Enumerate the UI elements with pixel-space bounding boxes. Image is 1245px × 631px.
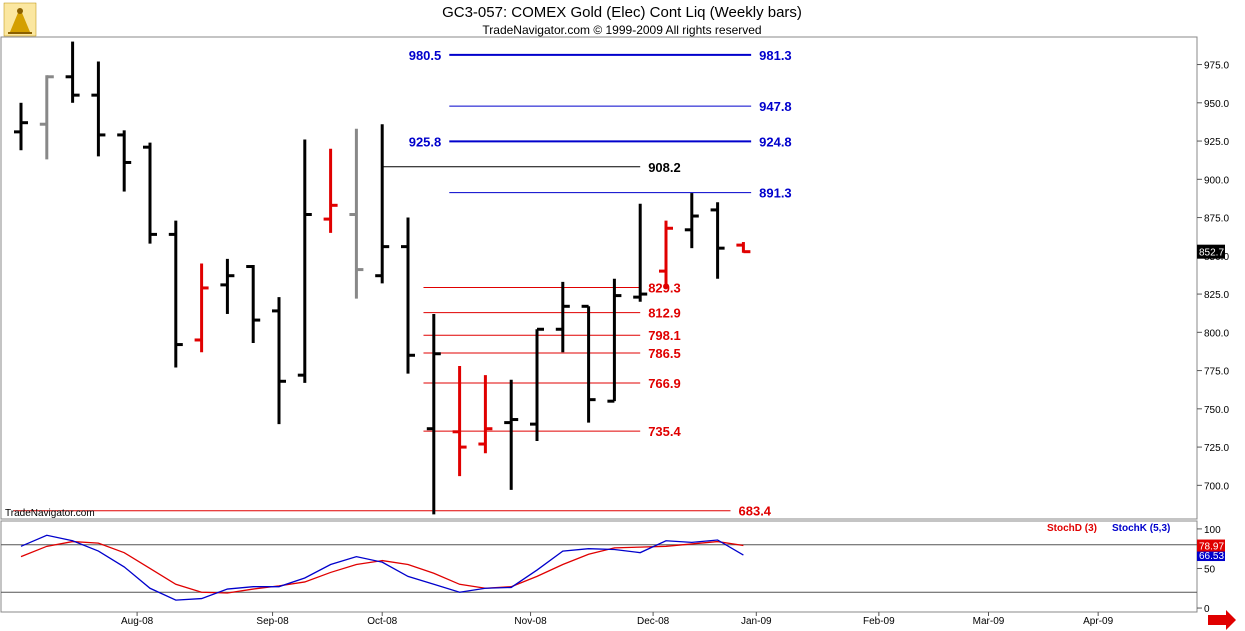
trade-navigator-logo-icon[interactable]	[3, 2, 37, 37]
price-tick-label: 775.0	[1204, 367, 1229, 378]
ohlc-bar	[39, 75, 54, 160]
stoch-series-line	[20, 540, 744, 594]
ohlc-bar	[555, 281, 570, 353]
level-label: 924.8	[759, 134, 792, 149]
stoch-tick-label: 100	[1204, 525, 1221, 536]
ohlc-bar	[633, 203, 648, 302]
price-tick-label: 700.0	[1204, 481, 1229, 492]
watermark: TradeNavigator.com	[5, 508, 95, 519]
x-tick-label: Oct-08	[367, 616, 397, 627]
stochd-last-box	[1197, 539, 1225, 552]
ohlc-bar	[736, 242, 751, 254]
price-tick-label: 950.0	[1204, 99, 1229, 110]
level-label: 947.8	[759, 99, 792, 114]
x-tick-label: Mar-09	[973, 616, 1005, 627]
x-tick-label: Feb-09	[863, 616, 895, 627]
stochk-last-label: 66.53	[1199, 551, 1224, 562]
level-label: 786.5	[648, 346, 681, 361]
stoch-series-line	[20, 534, 744, 601]
ohlc-bar	[478, 375, 493, 454]
ohlc-bar	[14, 102, 28, 151]
ohlc-bar	[607, 278, 622, 403]
legend-stochk: StochK (5,3)	[1112, 523, 1170, 534]
ohlc-bar	[530, 327, 544, 441]
ohlc-bar	[710, 202, 725, 279]
x-tick-label: Nov-08	[514, 616, 547, 627]
level-label: 829.3	[648, 280, 681, 295]
ohlc-bar	[375, 124, 390, 284]
level-label: 812.9	[648, 306, 681, 321]
level-label: 891.3	[759, 186, 792, 201]
price-tick-label: 900.0	[1204, 175, 1229, 186]
x-tick-label: Apr-09	[1083, 616, 1113, 627]
ohlc-bar	[297, 139, 312, 383]
ohlc-bar	[684, 193, 699, 249]
level-label: 735.4	[648, 424, 681, 439]
level-label: 798.1	[648, 328, 681, 343]
level-left-label: 925.8	[409, 134, 442, 149]
x-tick-label: Sep-08	[256, 616, 289, 627]
ohlc-bar	[504, 379, 519, 490]
ohlc-bar	[194, 263, 209, 353]
level-label: 766.9	[648, 376, 681, 391]
level-label: 683.4	[739, 504, 772, 519]
ohlc-bar	[168, 220, 183, 368]
ohlc-bar	[272, 297, 286, 425]
x-tick-label: Aug-08	[121, 616, 154, 627]
ohlc-bar	[117, 130, 132, 192]
level-label: 908.2	[648, 160, 681, 175]
level-left-label: 980.5	[409, 48, 442, 63]
ohlc-bar	[659, 220, 673, 288]
last-price-label: 852.7	[1199, 248, 1224, 259]
chart-title: GC3-057: COMEX Gold (Elec) Cont Liq (Wee…	[442, 4, 802, 21]
ohlc-bar	[349, 128, 364, 299]
stoch-tick-label: 0	[1204, 604, 1210, 615]
price-tick-label: 975.0	[1204, 61, 1229, 72]
ohlc-bar	[452, 365, 467, 477]
price-tick-label: 825.0	[1204, 290, 1229, 301]
scroll-right-arrow-icon[interactable]	[1208, 610, 1236, 630]
level-label: 981.3	[759, 48, 792, 63]
stochastic-panel	[0, 520, 1198, 613]
price-tick-label: 750.0	[1204, 405, 1229, 416]
ohlc-bar	[143, 142, 157, 244]
ohlc-bar	[246, 264, 261, 344]
price-tick-label: 925.0	[1204, 137, 1229, 148]
x-tick-label: Jan-09	[741, 616, 772, 627]
ohlc-bar	[65, 41, 80, 103]
last-price-box	[1197, 244, 1225, 259]
ohlc-bar	[401, 217, 415, 374]
ohlc-bar	[426, 313, 441, 515]
stoch-tick-label: 50	[1204, 564, 1216, 575]
ohlc-bar	[91, 61, 106, 157]
ohlc-bar	[220, 258, 235, 314]
price-panel	[0, 36, 1198, 520]
price-tick-label: 725.0	[1204, 443, 1229, 454]
x-tick-label: Dec-08	[637, 616, 670, 627]
legend-stochd: StochD (3)	[1047, 523, 1097, 534]
price-tick-label: 875.0	[1204, 214, 1229, 225]
stochk-last-box	[1197, 549, 1225, 562]
stochd-last-label: 78.97	[1199, 542, 1224, 553]
chart-subtitle: TradeNavigator.com © 1999-2009 All right…	[482, 23, 761, 37]
ohlc-bar	[581, 304, 596, 423]
ohlc-bar	[323, 148, 338, 233]
price-tick-label: 800.0	[1204, 328, 1229, 339]
